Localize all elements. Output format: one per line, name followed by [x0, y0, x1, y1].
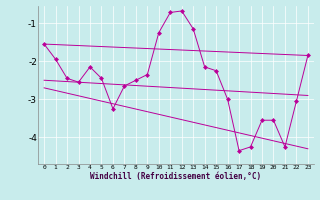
- X-axis label: Windchill (Refroidissement éolien,°C): Windchill (Refroidissement éolien,°C): [91, 172, 261, 181]
